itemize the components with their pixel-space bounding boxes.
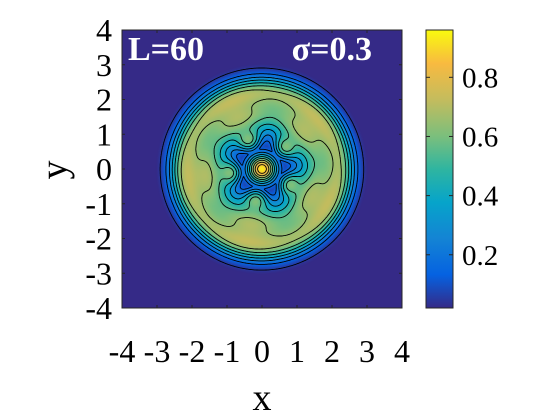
x-tick-label: -2 bbox=[179, 333, 206, 369]
y-axis-label: y bbox=[34, 161, 76, 180]
x-tick-label: 3 bbox=[359, 333, 375, 369]
y-tick-label: 1 bbox=[96, 116, 112, 152]
contour-line-4 bbox=[171, 79, 352, 259]
contour-line-5 bbox=[174, 82, 350, 256]
y-tick-label: -2 bbox=[85, 221, 112, 257]
y-tick-label: 0 bbox=[96, 151, 112, 187]
colorbar: 0.2 0.4 0.6 0.8 bbox=[425, 29, 499, 309]
x-tick-label: 1 bbox=[289, 333, 305, 369]
annotation-sigma: σ=0.3 bbox=[292, 31, 372, 68]
y-tick-label: -3 bbox=[85, 255, 112, 291]
contour-line-3 bbox=[168, 76, 355, 262]
colorbar-tick-label: 0.2 bbox=[462, 240, 498, 272]
x-tick-label: 2 bbox=[324, 333, 340, 369]
annotation-l: L=60 bbox=[128, 31, 204, 68]
x-tick-label: 4 bbox=[394, 333, 410, 369]
x-tick-label: -4 bbox=[109, 333, 136, 369]
contour-line-2 bbox=[165, 73, 359, 265]
contour-fill bbox=[122, 30, 402, 308]
x-tick-label: -3 bbox=[144, 333, 171, 369]
y-tick-label: -4 bbox=[85, 290, 112, 326]
y-tick-label: 3 bbox=[96, 47, 112, 83]
x-axis-label: x bbox=[253, 377, 272, 419]
contour-line-6 bbox=[177, 85, 347, 254]
y-tick-label: 2 bbox=[96, 82, 112, 118]
colorbar-ticks: 0.2 0.4 0.6 0.8 bbox=[426, 62, 499, 272]
colorbar-tick-label: 0.4 bbox=[462, 181, 499, 213]
x-tick-label: 0 bbox=[254, 333, 270, 369]
contour-line-1 bbox=[159, 67, 365, 271]
x-tick-label: -1 bbox=[214, 333, 241, 369]
contour-lines bbox=[159, 67, 365, 271]
x-axis-ticks: -4 -3 -2 -1 0 1 2 3 4 bbox=[109, 30, 410, 369]
plot-area bbox=[121, 29, 403, 309]
colorbar-tick-label: 0.6 bbox=[462, 121, 498, 153]
colorbar-tick-label: 0.8 bbox=[462, 62, 498, 94]
y-tick-label: 4 bbox=[96, 12, 112, 48]
colorbar-frame bbox=[425, 29, 454, 309]
contour-line-9 bbox=[257, 164, 267, 174]
y-tick-label: -1 bbox=[85, 186, 112, 222]
contour-line-8 bbox=[254, 161, 270, 177]
colorbar-bar bbox=[426, 30, 453, 308]
contour-line-7 bbox=[180, 89, 342, 250]
